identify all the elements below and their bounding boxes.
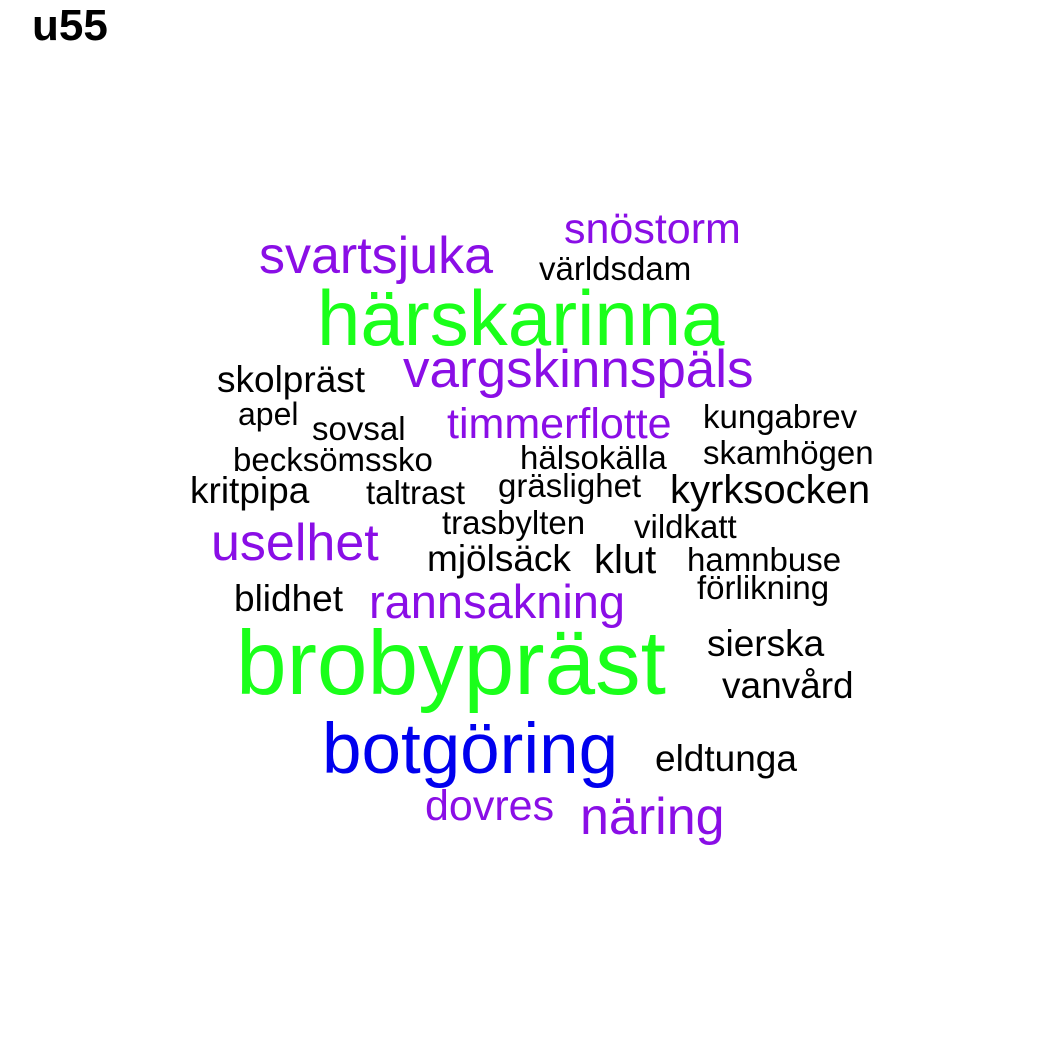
word-botgoring: botgöring [322,710,619,789]
page-title: u55 [32,1,108,50]
word-rannsakning: rannsakning [369,575,626,628]
word-graslighet: gräslighet [498,467,642,504]
word-klut: klut [594,538,657,582]
word-hamnbuse: hamnbuse [687,541,842,578]
word-taltrast: taltrast [366,474,466,511]
word-kyrksocken: kyrksocken [670,468,871,512]
word-sierska: sierska [707,623,825,664]
word-mjolsack: mjölsäck [427,538,571,579]
word-brobyprast: brobypräst [236,613,666,714]
word-harskarinna: härskarinna [317,274,725,362]
word-svartsjuka: svartsjuka [259,227,494,285]
word-eldtunga: eldtunga [655,738,797,779]
word-uselhet: uselhet [211,514,379,572]
word-timmerflotte: timmerflotte [447,400,672,448]
word-naring: näring [580,788,725,846]
word-halsokalla: hälsokälla [520,439,667,476]
word-forlikning: förlikning [697,569,830,606]
word-kungabrev: kungabrev [703,398,858,435]
word-vildkatt: vildkatt [634,508,737,545]
word-dovres: dovres [425,782,555,830]
word-becksomssko: becksömssko [233,441,433,478]
word-blidhet: blidhet [234,578,344,619]
word-skolprast: skolpräst [217,359,366,400]
word-skamhogen: skamhögen [703,434,874,471]
word-apel: apel [238,396,299,432]
word-varldsdam: världsdam [539,250,692,287]
word-snostorm: snöstorm [564,205,741,253]
word-vanvard: vanvård [722,665,854,706]
word-kritpipa: kritpipa [190,470,310,511]
word-trasbylten: trasbylten [442,504,586,541]
word-sovsal: sovsal [312,410,406,447]
word-vargskinnspals: vargskinnspäls [403,340,754,399]
